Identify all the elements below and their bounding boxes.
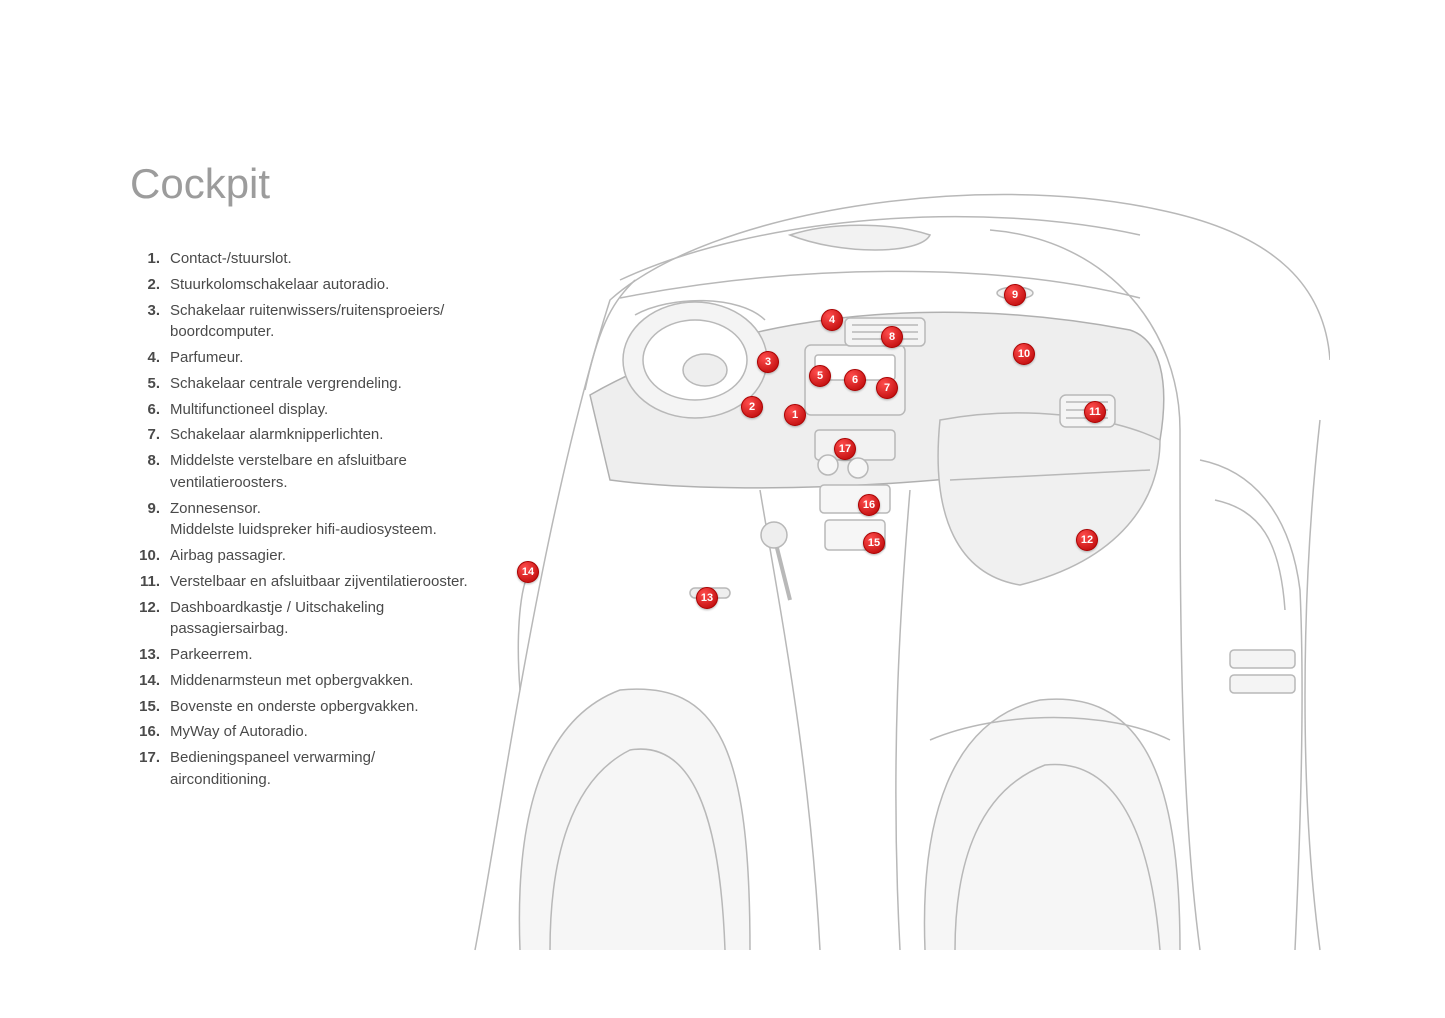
legend-item: 5. Schakelaar centrale vergrendeling. <box>130 373 470 395</box>
diagram-marker: 5 <box>809 365 831 387</box>
legend-item-text: Zonnesensor. Middelste luidspreker hifi-… <box>170 498 470 542</box>
legend-item-text: Parkeerrem. <box>170 644 470 666</box>
diagram-marker: 10 <box>1013 343 1035 365</box>
diagram-marker: 15 <box>863 532 885 554</box>
legend-item-text: Schakelaar ruitenwissers/ruitensproeiers… <box>170 300 470 344</box>
legend-item-number: 6. <box>130 399 160 421</box>
diagram-marker: 7 <box>876 377 898 399</box>
legend-item: 14. Middenarmsteun met opbergvakken. <box>130 670 470 692</box>
legend-item: 8. Middelste verstelbare en afsluitbare v… <box>130 450 470 494</box>
diagram-marker: 14 <box>517 561 539 583</box>
legend-item-number: 7. <box>130 424 160 446</box>
legend-item: 3. Schakelaar ruitenwissers/ruitensproeie… <box>130 300 470 344</box>
legend-item: 13. Parkeerrem. <box>130 644 470 666</box>
legend-item-number: 4. <box>130 347 160 369</box>
legend-item-number: 11. <box>130 571 160 593</box>
legend-item-number: 17. <box>130 747 160 769</box>
diagram-marker: 12 <box>1076 529 1098 551</box>
legend-item-number: 1. <box>130 248 160 270</box>
legend-item-number: 2. <box>130 274 160 296</box>
diagram-marker: 4 <box>821 309 843 331</box>
legend-item-number: 13. <box>130 644 160 666</box>
legend-item-text: Schakelaar alarmknipperlichten. <box>170 424 470 446</box>
legend-item-text: Dashboardkastje / Uitschakeling passagie… <box>170 597 470 641</box>
diagram-marker: 17 <box>834 438 856 460</box>
legend-item: 17. Bedieningspaneel verwarming/ aircondi… <box>130 747 470 791</box>
legend-item: 6. Multifunctioneel display. <box>130 399 470 421</box>
diagram-marker: 9 <box>1004 284 1026 306</box>
legend-item-text: Parfumeur. <box>170 347 470 369</box>
legend-item: 1. Contact-/stuurslot. <box>130 248 470 270</box>
legend-item-number: 14. <box>130 670 160 692</box>
diagram-marker: 11 <box>1084 401 1106 423</box>
legend-item-number: 9. <box>130 498 160 520</box>
legend-item-text: Middenarmsteun met opbergvakken. <box>170 670 470 692</box>
legend-item-number: 5. <box>130 373 160 395</box>
cockpit-legend-list: 1. Contact-/stuurslot. 2. Stuurkolomschakel… <box>130 248 470 791</box>
cockpit-diagram: 1234567891011121314151617 <box>460 180 1330 960</box>
diagram-marker: 3 <box>757 351 779 373</box>
legend-item-text: Multifunctioneel display. <box>170 399 470 421</box>
legend-item-text: Bedieningspaneel verwarming/ airconditio… <box>170 747 470 791</box>
legend-item-text: Verstelbaar en afsluitbaar zijventilatie… <box>170 571 470 593</box>
legend-item: 16. MyWay of Autoradio. <box>130 721 470 743</box>
legend-item-number: 15. <box>130 696 160 718</box>
diagram-marker: 2 <box>741 396 763 418</box>
legend-item-text: Middelste verstelbare en afsluitbare ven… <box>170 450 470 494</box>
legend-item: 11. Verstelbaar en afsluitbaar zijventila… <box>130 571 470 593</box>
legend-item: 9. Zonnesensor. Middelste luidspreker hif… <box>130 498 470 542</box>
legend-item: 2. Stuurkolomschakelaar autoradio. <box>130 274 470 296</box>
legend-item-text: MyWay of Autoradio. <box>170 721 470 743</box>
legend-item-text: Contact-/stuurslot. <box>170 248 470 270</box>
car-interior-svg <box>460 180 1330 960</box>
diagram-marker: 13 <box>696 587 718 609</box>
legend-item-number: 10. <box>130 545 160 567</box>
legend-item-number: 16. <box>130 721 160 743</box>
legend-item: 7. Schakelaar alarmknipperlichten. <box>130 424 470 446</box>
legend-item: 4. Parfumeur. <box>130 347 470 369</box>
legend-item-number: 3. <box>130 300 160 322</box>
legend-item-text: Airbag passagier. <box>170 545 470 567</box>
legend-item-text: Schakelaar centrale vergrendeling. <box>170 373 470 395</box>
diagram-marker: 16 <box>858 494 880 516</box>
diagram-marker: 6 <box>844 369 866 391</box>
legend-item: 12. Dashboardkastje / Uitschakeling passa… <box>130 597 470 641</box>
diagram-marker: 1 <box>784 404 806 426</box>
legend-item: 15. Bovenste en onderste opbergvakken. <box>130 696 470 718</box>
legend-item-number: 12. <box>130 597 160 619</box>
diagram-marker: 8 <box>881 326 903 348</box>
legend-item-text: Stuurkolomschakelaar autoradio. <box>170 274 470 296</box>
legend-item: 10. Airbag passagier. <box>130 545 470 567</box>
legend-item-text: Bovenste en onderste opbergvakken. <box>170 696 470 718</box>
legend-item-number: 8. <box>130 450 160 472</box>
